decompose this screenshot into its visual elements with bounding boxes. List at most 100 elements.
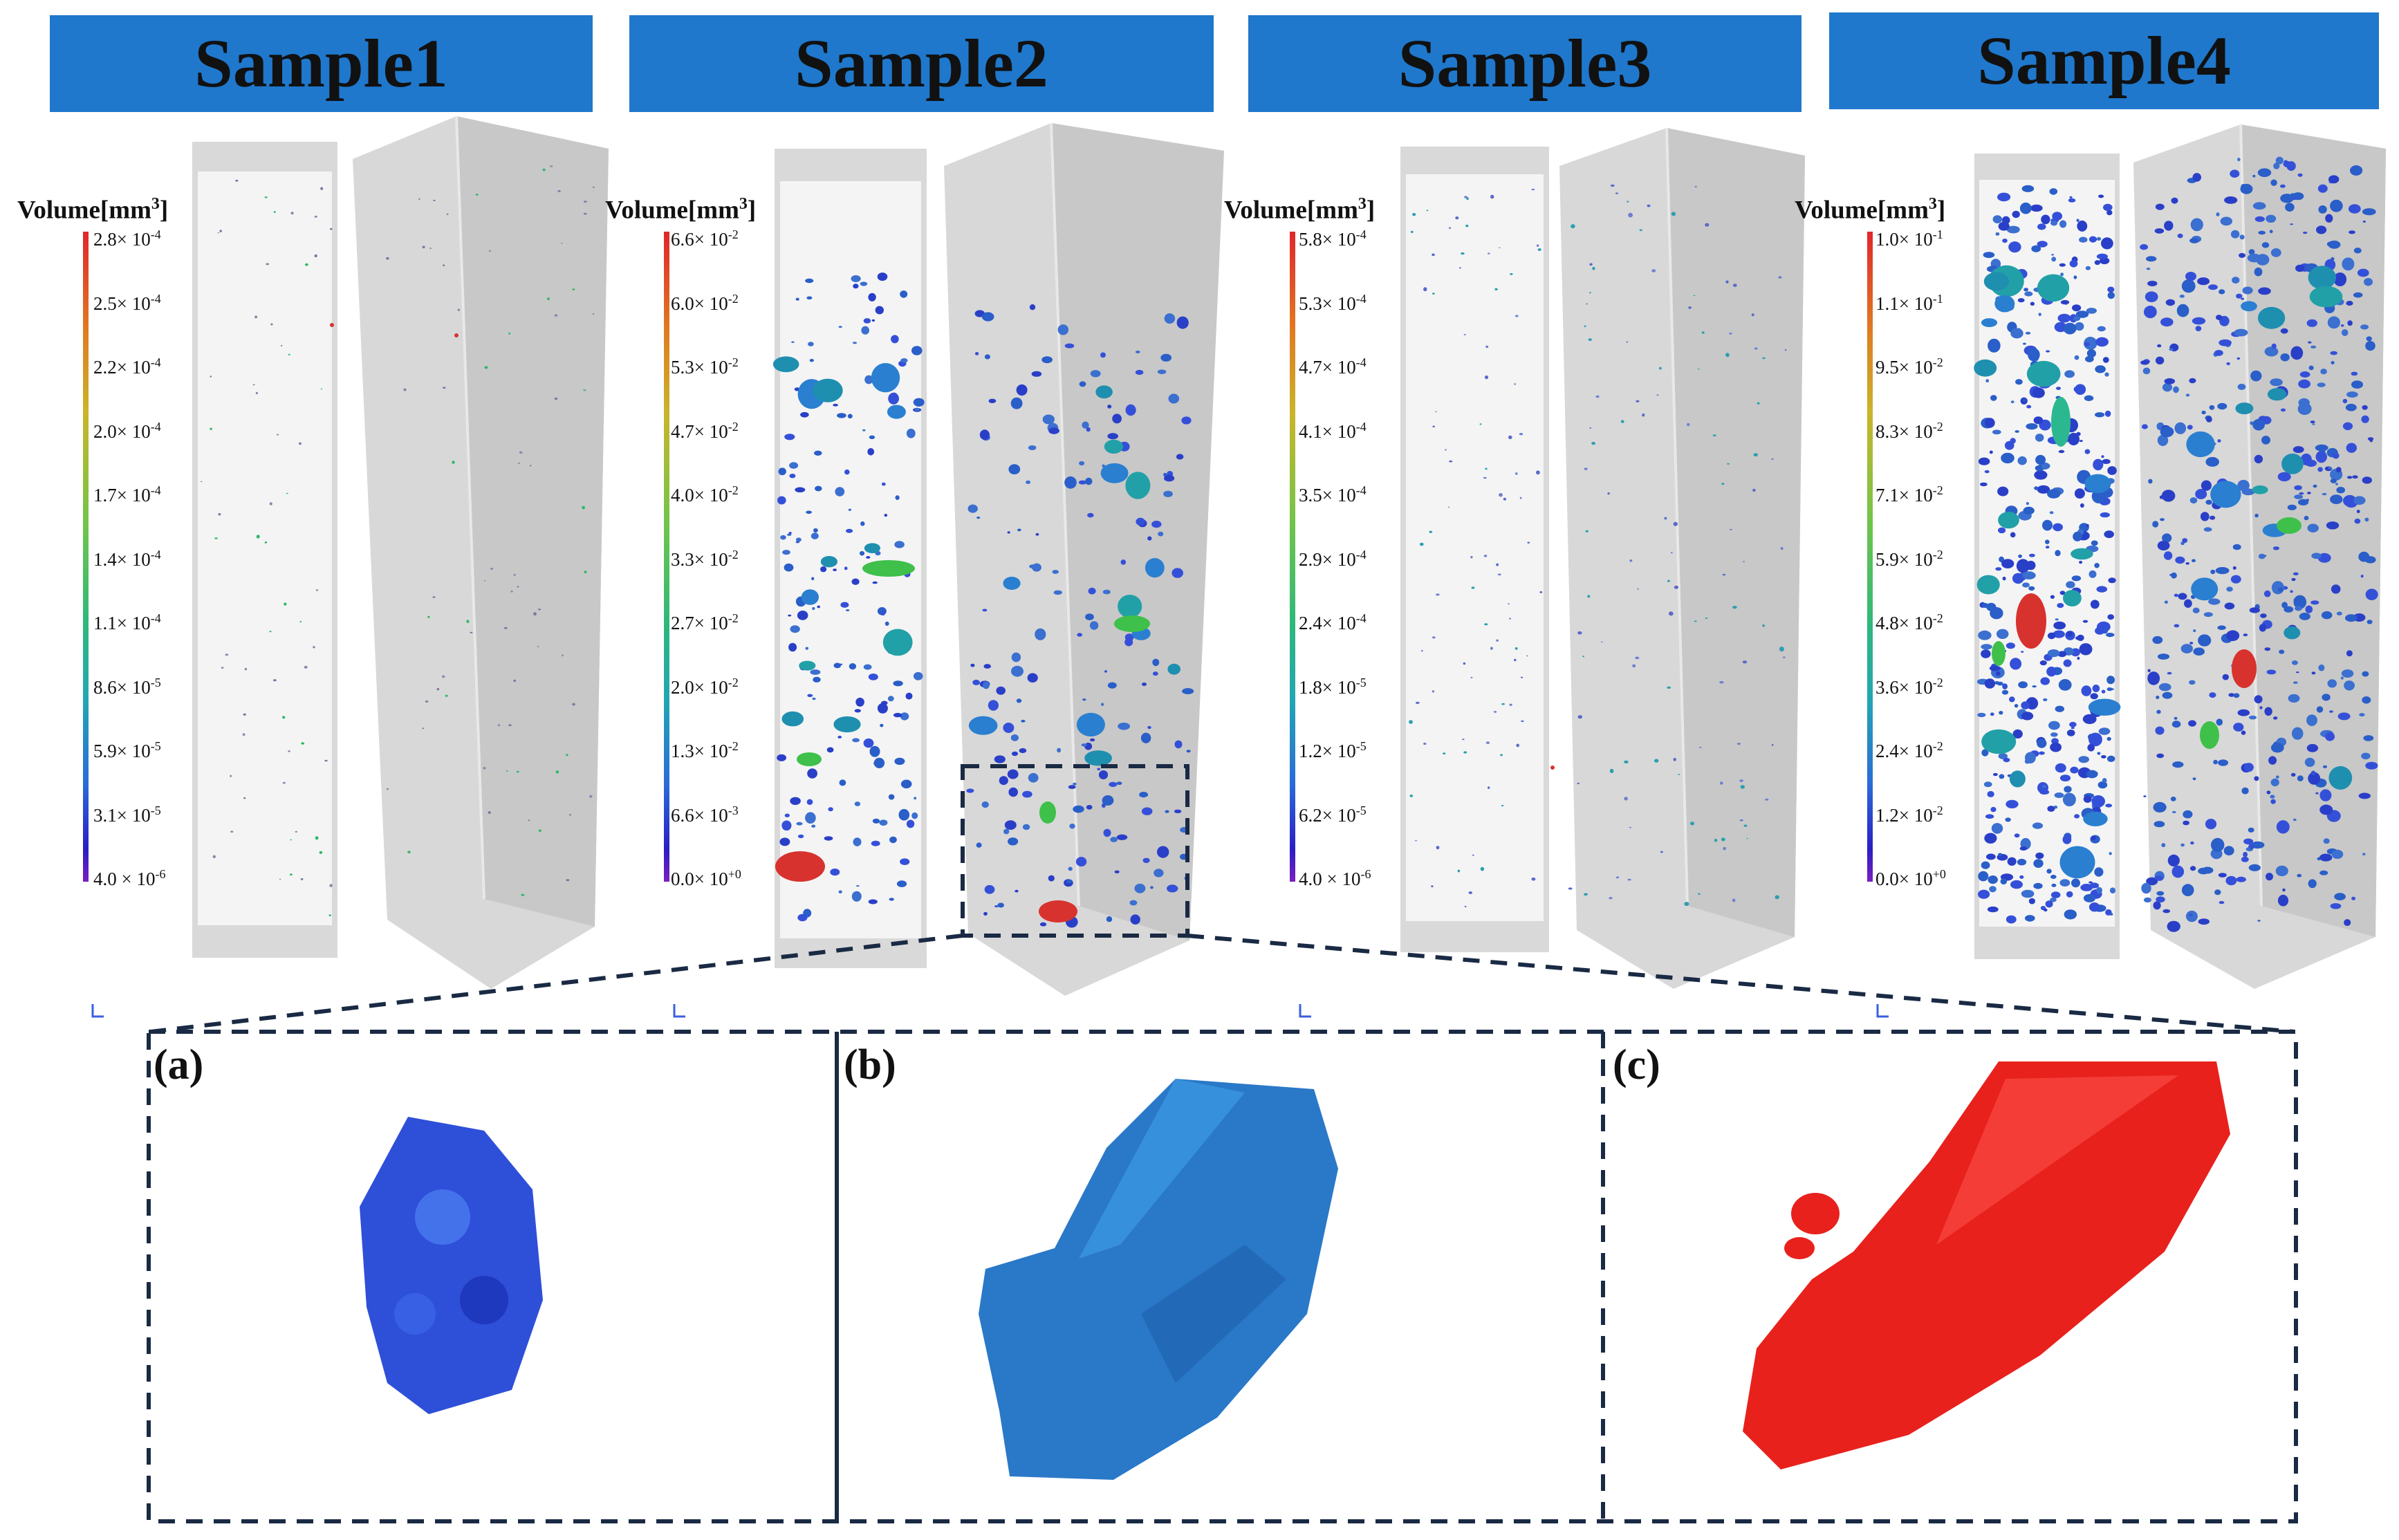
- pore-particle: [913, 671, 923, 680]
- pore-particle: [2236, 293, 2243, 299]
- pore-particle: [1090, 370, 1101, 378]
- pore-particle: [2068, 198, 2076, 203]
- pore-particle: [1609, 768, 1614, 773]
- pore-particle: [1684, 902, 1689, 907]
- pore-particle: [2203, 612, 2213, 618]
- pore-particle: [2254, 695, 2263, 704]
- pore-particle: [2364, 278, 2373, 286]
- pore-particle: [1754, 347, 1758, 350]
- pore-particle: [811, 824, 816, 828]
- pore-particle: [1464, 906, 1467, 907]
- pore-particle: [219, 230, 222, 232]
- pore-particle: [2297, 873, 2302, 878]
- pore-particle: [1035, 628, 1046, 640]
- pore-particle: [2164, 600, 2168, 604]
- pore-particle: [2154, 875, 2164, 881]
- pore-particle: [2088, 236, 2097, 243]
- pore-particle: [427, 615, 430, 618]
- pore-particle: [1550, 766, 1555, 770]
- pore-particle: [529, 465, 532, 467]
- pore-particle: [2083, 795, 2092, 803]
- pore-particle: [519, 451, 523, 454]
- pore-particle: [2252, 202, 2266, 210]
- sample4-colorbar: [1867, 232, 1873, 882]
- pore-particle: [2285, 203, 2295, 212]
- pore-particle: [2022, 571, 2036, 579]
- pore-particle: [2185, 562, 2189, 565]
- pore-particle: [2219, 339, 2232, 346]
- pore-particle: [1642, 413, 1645, 417]
- pore-particle: [2057, 313, 2071, 323]
- pore-particle: [1158, 531, 1164, 537]
- pore-particle: [2066, 891, 2073, 898]
- pore-particle: [1743, 824, 1748, 827]
- pore-particle: [244, 667, 248, 671]
- pore-particle: [2164, 221, 2174, 231]
- pore-particle: [869, 435, 876, 439]
- pore-particle: [826, 747, 834, 753]
- pore-particle: [1667, 686, 1671, 689]
- pore-particle: [2308, 266, 2336, 290]
- pore-particle: [264, 196, 268, 198]
- pore-particle: [1508, 435, 1512, 440]
- pore-particle: [877, 703, 888, 714]
- pore-particle: [2294, 494, 2304, 499]
- pore-particle: [2352, 475, 2358, 479]
- pore-particle: [2155, 203, 2165, 210]
- pore-particle: [2147, 671, 2160, 685]
- pore-particle: [846, 528, 853, 533]
- pore-particle: [1998, 511, 2019, 529]
- pore-particle: [2348, 204, 2361, 214]
- pore-particle: [999, 776, 1008, 786]
- pore-particle: [1429, 530, 1433, 533]
- pore-particle: [270, 323, 273, 326]
- pore-particle: [2319, 804, 2333, 815]
- pore-particle: [320, 187, 324, 190]
- pore-particle: [1589, 427, 1591, 429]
- pore-particle: [2351, 371, 2358, 376]
- pore-particle: [290, 873, 293, 876]
- pore-particle: [1985, 418, 1995, 428]
- pore-particle: [330, 228, 333, 230]
- pore-particle: [2107, 466, 2117, 475]
- pore-particle: [457, 308, 461, 311]
- pore-particle: [1445, 449, 1447, 451]
- pore-particle: [2146, 877, 2158, 886]
- pore-particle: [2306, 319, 2317, 327]
- pore-particle: [2060, 299, 2070, 305]
- pore-particle: [1465, 224, 1469, 228]
- pore-particle: [856, 885, 860, 887]
- pore-particle: [2185, 910, 2198, 922]
- pore-particle: [1654, 759, 1659, 763]
- pore-particle: [2219, 289, 2225, 295]
- pore-particle: [2106, 210, 2113, 216]
- pore-particle: [877, 272, 888, 281]
- pore-particle: [269, 502, 272, 505]
- pore-particle: [1976, 575, 2000, 595]
- sample3-prism: [1559, 127, 1805, 989]
- pore-particle: [1981, 644, 1992, 650]
- pore-particle: [2313, 484, 2317, 488]
- pore-particle: [1114, 615, 1150, 632]
- pore-particle: [566, 879, 570, 882]
- pore-particle: [900, 290, 908, 298]
- pore-particle: [2325, 732, 2335, 741]
- pore-particle: [1984, 678, 1996, 689]
- pore-particle: [884, 621, 889, 627]
- pore-particle: [2310, 345, 2317, 349]
- pore-particle: [1085, 477, 1093, 485]
- pore-particle: [2239, 234, 2245, 240]
- pore-particle: [2218, 873, 2227, 878]
- pore-particle: [1732, 898, 1736, 902]
- pore-particle: [1100, 352, 1106, 358]
- pore-c-detail: [1743, 1061, 2230, 1469]
- pore-particle: [328, 914, 331, 917]
- pore-particle: [1057, 748, 1062, 753]
- pore-particle: [2176, 304, 2189, 317]
- pore-particle: [2023, 342, 2026, 345]
- pore-particle: [2281, 453, 2304, 474]
- pore-particle: [2341, 669, 2354, 678]
- pore-particle: [264, 541, 268, 544]
- pore-particle: [1514, 658, 1517, 662]
